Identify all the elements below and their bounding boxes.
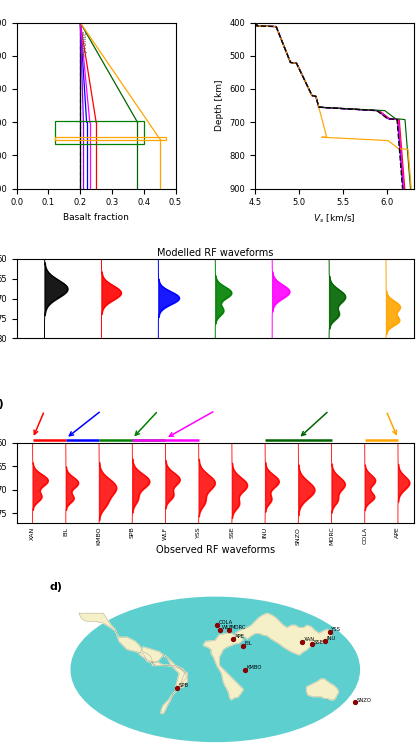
Polygon shape	[151, 661, 187, 713]
Polygon shape	[235, 614, 331, 655]
Text: SSE: SSE	[314, 640, 324, 645]
Text: KMBO: KMBO	[97, 527, 102, 545]
Text: COLA: COLA	[219, 620, 233, 625]
Text: INU: INU	[326, 636, 336, 642]
Text: INU: INU	[263, 527, 268, 538]
Text: SPB: SPB	[179, 684, 189, 688]
Text: WLF: WLF	[163, 527, 168, 540]
Text: XAN: XAN	[30, 527, 35, 540]
Text: WLF: WLF	[222, 625, 233, 630]
Text: c): c)	[0, 399, 5, 409]
Bar	[55, 120, 144, 144]
Title: Modelled RF waveforms: Modelled RF waveforms	[157, 248, 273, 258]
Text: Observed RF waveforms: Observed RF waveforms	[156, 545, 275, 556]
X-axis label: Basalt fraction: Basalt fraction	[63, 213, 129, 222]
Text: SPB: SPB	[130, 527, 135, 538]
Ellipse shape	[71, 597, 359, 742]
Text: EIL: EIL	[63, 527, 68, 536]
Polygon shape	[203, 633, 243, 700]
Text: SNZO: SNZO	[296, 527, 301, 544]
Text: SNZO: SNZO	[357, 698, 372, 703]
Text: COLA: COLA	[362, 527, 367, 544]
Text: EIL: EIL	[245, 641, 252, 646]
Text: YSS: YSS	[331, 627, 341, 632]
Bar	[55, 137, 166, 141]
Text: d): d)	[49, 582, 62, 593]
Text: Pyrolite: Pyrolite	[82, 30, 87, 56]
Polygon shape	[306, 679, 339, 700]
Text: SSE: SSE	[229, 527, 234, 538]
Text: YSS: YSS	[196, 527, 201, 538]
Text: KMBO: KMBO	[247, 666, 262, 670]
Text: MORC: MORC	[329, 527, 334, 545]
Text: APE: APE	[234, 634, 245, 639]
Text: XAN: XAN	[304, 637, 315, 642]
Y-axis label: Depth [km]: Depth [km]	[215, 80, 224, 131]
Polygon shape	[79, 614, 187, 690]
X-axis label: $V_s$ [km/s]: $V_s$ [km/s]	[313, 213, 356, 225]
Text: MORC: MORC	[231, 625, 247, 630]
Text: APE: APE	[395, 527, 400, 538]
